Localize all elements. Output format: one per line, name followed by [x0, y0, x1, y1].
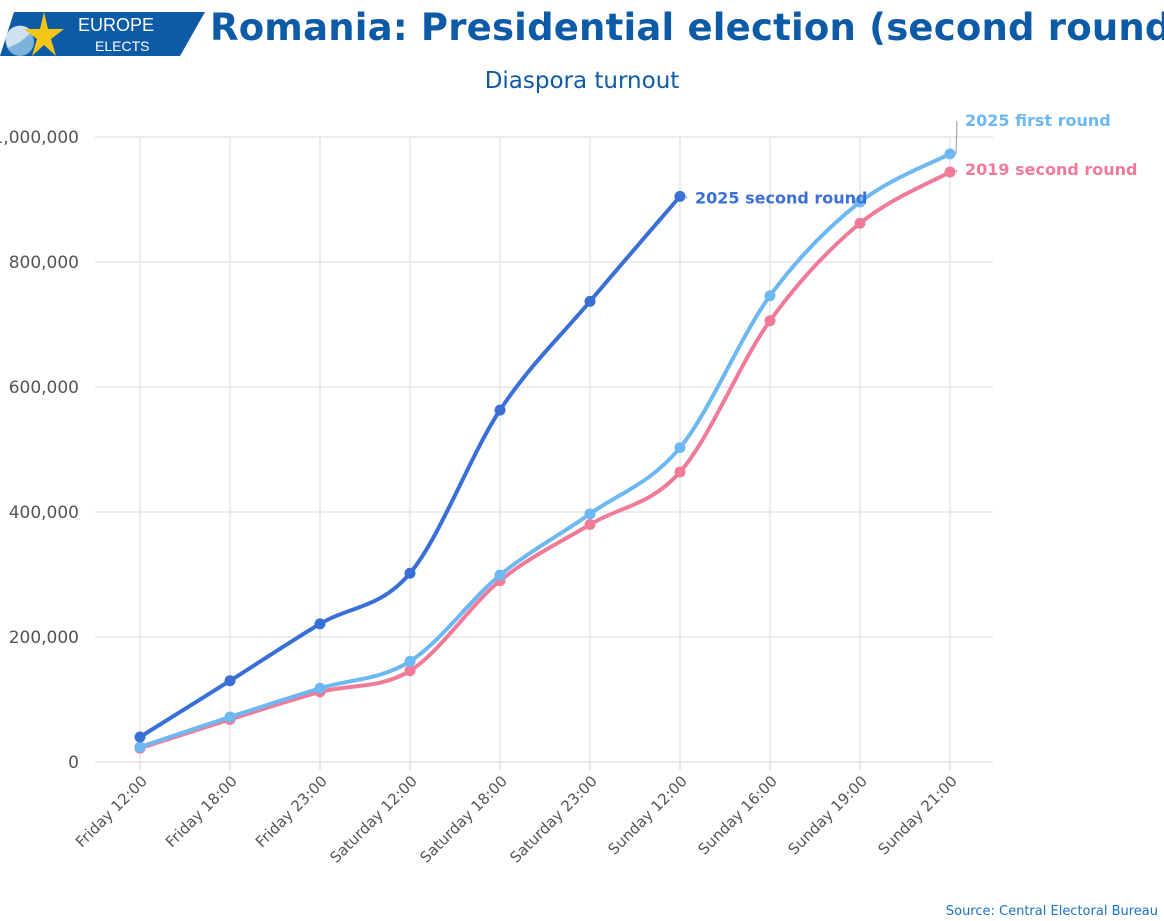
data-point-2019-second-round — [404, 665, 416, 677]
x-tick-label: Saturday 23:00 — [506, 772, 600, 866]
data-point-2025-second-round — [674, 190, 686, 202]
x-tick-label: Friday 23:00 — [252, 772, 331, 851]
x-tick-label: Friday 12:00 — [72, 772, 151, 851]
series-label-connector — [685, 196, 688, 199]
series-line-2025-first-round — [138, 151, 952, 749]
x-tick-label: Saturday 18:00 — [416, 772, 510, 866]
data-point-2025-second-round — [134, 731, 146, 743]
data-point-2025-first-round — [584, 508, 596, 520]
x-tick-label: Sunday 16:00 — [694, 772, 780, 858]
data-point-2025-second-round — [494, 404, 506, 416]
x-tick-label: Friday 18:00 — [162, 772, 241, 851]
series-line-2019-second-round — [138, 170, 952, 751]
data-point-2025-first-round — [404, 655, 416, 667]
chart-subtitle: Diaspora turnout — [484, 68, 680, 94]
data-point-2025-second-round — [404, 567, 416, 579]
data-point-2025-first-round — [944, 148, 956, 160]
data-point-2025-first-round — [314, 682, 326, 694]
data-point-2025-second-round — [224, 675, 236, 687]
series-label-2025-first-round: 2025 first round — [965, 111, 1111, 130]
data-point-2025-first-round — [764, 290, 776, 302]
series-label-2025-second-round: 2025 second round — [695, 188, 867, 207]
svg-text:EUROPE: EUROPE — [78, 15, 154, 35]
svg-text:ELECTS: ELECTS — [95, 38, 149, 54]
y-tick-label: 1,000,000 — [0, 128, 79, 148]
y-tick-label: 800,000 — [9, 253, 79, 273]
data-point-2025-first-round — [494, 569, 506, 581]
data-point-2025-first-round — [674, 442, 686, 454]
data-point-2019-second-round — [854, 217, 866, 229]
data-point-2025-first-round — [854, 196, 866, 208]
y-tick-label: 200,000 — [9, 628, 79, 648]
data-point-2019-second-round — [584, 519, 596, 530]
series-label-connector — [955, 169, 958, 173]
data-point-2025-second-round — [314, 618, 326, 630]
x-tick-label: Sunday 19:00 — [784, 772, 870, 858]
y-tick-label: 400,000 — [9, 503, 79, 523]
series-label-connector — [955, 120, 958, 154]
data-point-2019-second-round — [944, 166, 956, 178]
data-point-2019-second-round — [764, 315, 776, 327]
data-point-2019-second-round — [674, 466, 686, 478]
data-point-2025-first-round — [134, 741, 146, 753]
y-tick-label: 0 — [68, 753, 79, 773]
x-tick-label: Saturday 12:00 — [326, 772, 420, 866]
x-tick-label: Sunday 21:00 — [874, 772, 960, 858]
y-tick-label: 600,000 — [9, 378, 79, 398]
data-point-2025-first-round — [224, 711, 236, 723]
europe-elects-logo: EUROPE ELECTS — [0, 8, 205, 58]
data-point-2025-second-round — [584, 295, 596, 307]
series-label-2019-second-round: 2019 second round — [965, 160, 1137, 179]
x-tick-label: Sunday 12:00 — [604, 772, 690, 858]
source-note: Source: Central Electoral Bureau — [945, 904, 1158, 919]
